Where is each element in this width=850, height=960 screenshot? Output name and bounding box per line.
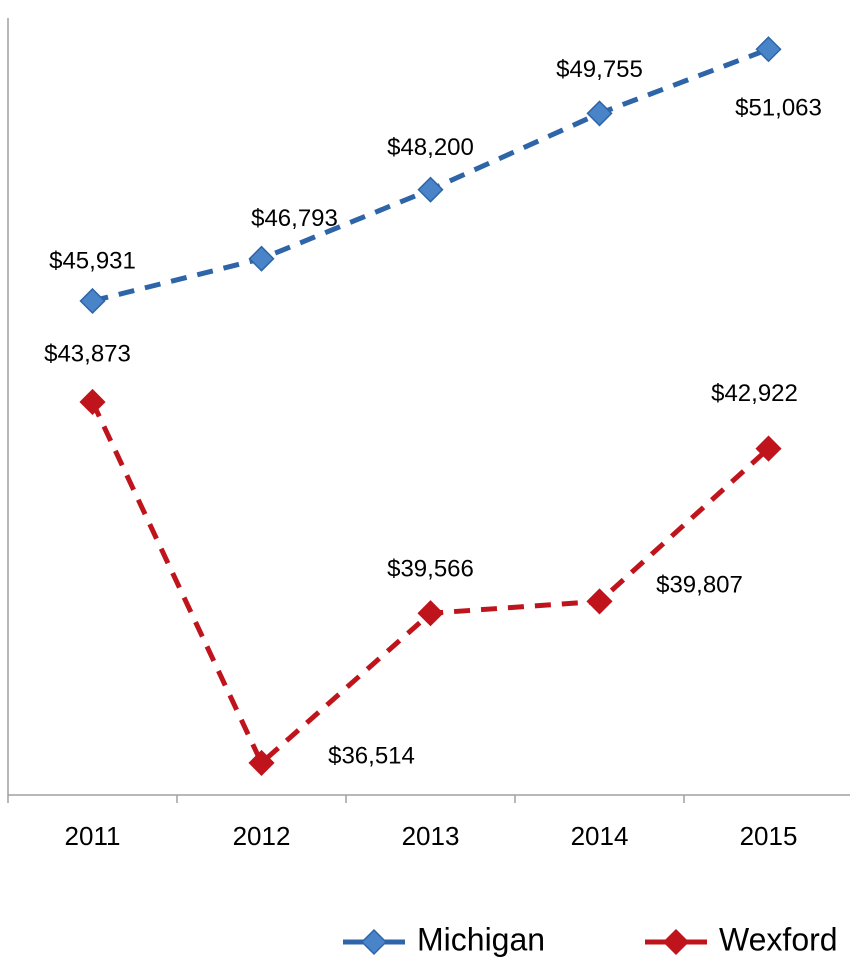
x-tick-label: 2013 — [402, 821, 460, 851]
data-label: $46,793 — [251, 205, 338, 232]
legend-marker — [360, 928, 388, 956]
data-point — [417, 600, 444, 627]
legend-marker — [662, 928, 690, 956]
data-point — [248, 245, 275, 272]
legend-label: Wexford — [719, 921, 838, 957]
legend-label: Michigan — [417, 921, 545, 957]
x-tick-label: 2014 — [571, 821, 629, 851]
data-point — [417, 176, 444, 203]
legend: Michigan Wexford — [343, 921, 838, 957]
data-label: $48,200 — [387, 134, 474, 161]
data-label: $39,807 — [656, 572, 743, 599]
data-label: $42,922 — [711, 380, 798, 407]
series-line — [91, 46, 770, 304]
data-label: $49,755 — [556, 56, 643, 83]
data-label: $39,566 — [387, 556, 474, 583]
data-point — [755, 435, 782, 462]
x-axis: 2011 2012 2013 2014 2015 — [7, 794, 850, 851]
data-label: $36,514 — [328, 742, 415, 769]
data-point — [248, 749, 275, 776]
data-point — [79, 388, 106, 415]
data-label: $45,931 — [49, 247, 136, 274]
x-tick-label: 2015 — [740, 821, 798, 851]
data-point — [79, 287, 106, 315]
data-point — [586, 588, 613, 615]
plot-area: $45,931 $46,793 $48,200 $49,755 $51,063 $43,8… — [44, 36, 822, 776]
data-label: $43,873 — [44, 340, 131, 367]
data-point — [586, 100, 613, 127]
x-tick-label: 2012 — [233, 821, 291, 851]
data-label: $51,063 — [735, 95, 822, 122]
data-point — [755, 36, 782, 63]
x-tick-label: 2011 — [65, 821, 121, 851]
